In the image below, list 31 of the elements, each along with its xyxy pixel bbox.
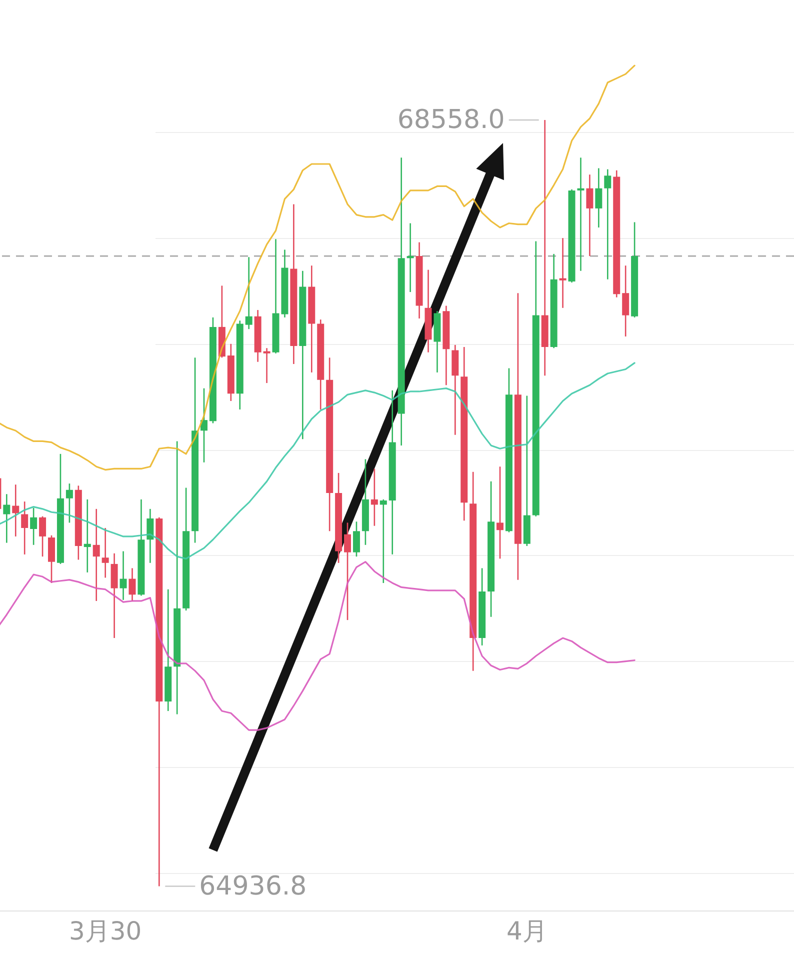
x-tick-label: 4月 [506, 916, 548, 946]
candlestick [577, 157, 584, 272]
candlestick [30, 507, 38, 546]
candlestick [245, 256, 252, 330]
candlestick [3, 493, 10, 544]
candlestick [263, 347, 270, 384]
candlestick [102, 527, 109, 578]
annotation: 64936.8 [199, 871, 307, 902]
candlestick [352, 520, 360, 558]
candlestick [586, 174, 594, 257]
candlestick [128, 568, 136, 602]
candlestick [496, 466, 504, 560]
candlestick [541, 119, 548, 376]
candlestick [622, 264, 630, 338]
candlestick [66, 482, 73, 524]
candlestick [12, 484, 20, 538]
candlestick [120, 550, 127, 601]
candlestick [380, 498, 387, 584]
candlestick [146, 508, 154, 564]
candlestick [595, 168, 602, 228]
annotation: 68558.0 [397, 104, 505, 135]
candlestick [604, 168, 612, 280]
candlestick [39, 516, 46, 558]
candlestick [92, 508, 100, 602]
candlestick [344, 522, 352, 621]
candlestick [406, 222, 414, 293]
x-tick-label: 3月30 [68, 916, 142, 946]
candlestick [84, 498, 91, 574]
candlestick [370, 468, 378, 527]
candlestick [21, 500, 28, 556]
candlestick [559, 237, 566, 309]
